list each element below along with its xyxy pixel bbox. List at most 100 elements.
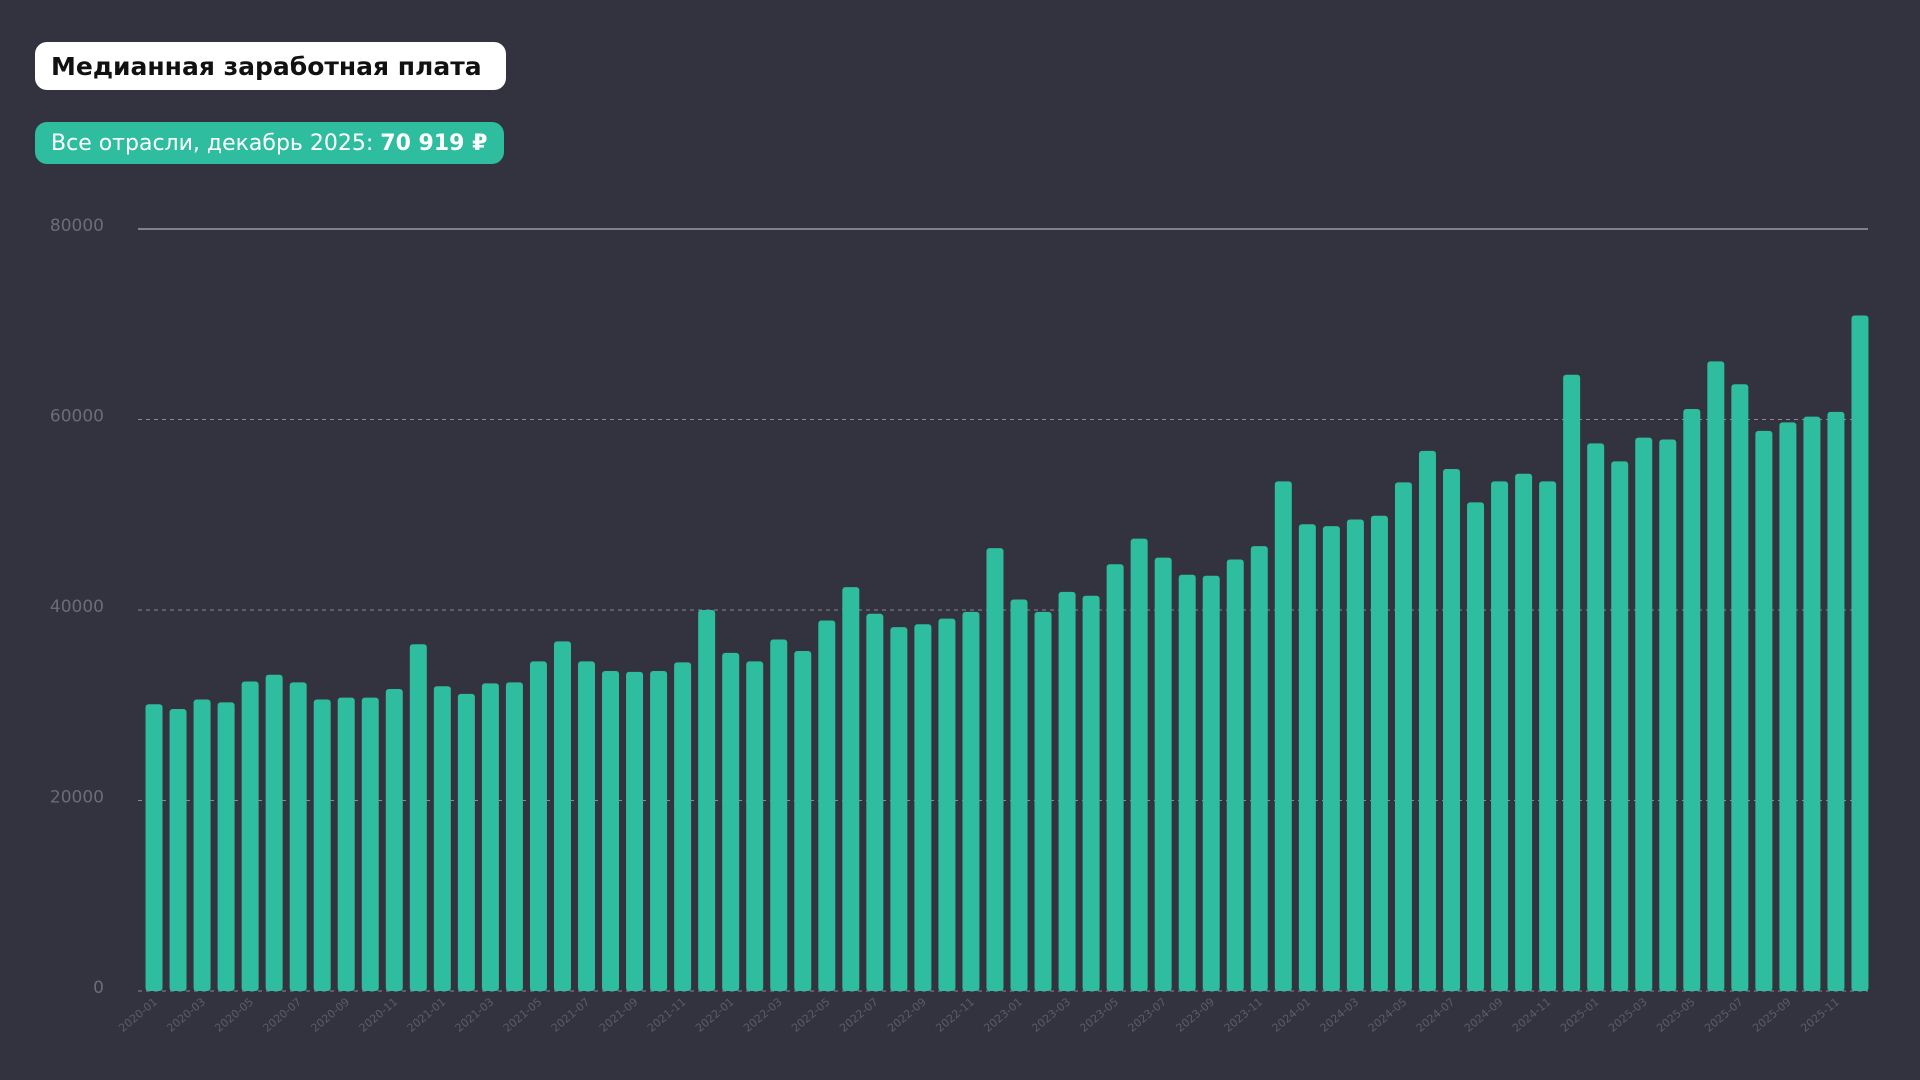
x-tick-label: 2022-01 — [693, 995, 737, 1035]
bar — [1683, 409, 1701, 992]
bar — [1563, 374, 1581, 991]
bar — [698, 610, 716, 991]
bar — [1250, 546, 1268, 991]
bar — [1755, 430, 1773, 991]
x-tick-label: 2024-05 — [1366, 995, 1410, 1035]
bar — [265, 674, 283, 991]
bar — [1298, 524, 1316, 991]
bar — [1659, 439, 1677, 991]
bar — [794, 650, 812, 991]
bar — [842, 587, 860, 991]
x-tick-label: 2022-09 — [885, 995, 929, 1035]
bar — [1467, 502, 1485, 991]
bar — [962, 611, 980, 991]
bar — [1803, 416, 1821, 992]
x-tick-label: 2022-05 — [789, 995, 833, 1035]
y-tick-label: 40000 — [50, 597, 104, 617]
bar — [1731, 384, 1749, 991]
bar — [818, 620, 836, 991]
bar — [409, 644, 427, 991]
bar — [1491, 481, 1509, 991]
bar — [1346, 519, 1364, 991]
y-tick-label: 80000 — [50, 216, 104, 236]
bar — [1202, 575, 1220, 991]
bar — [241, 681, 259, 991]
bar — [337, 697, 355, 991]
x-tick-label: 2022-11 — [933, 995, 977, 1035]
bar — [505, 682, 523, 991]
bar — [1779, 422, 1797, 991]
x-tick-label: 2020-07 — [261, 995, 305, 1035]
bar — [457, 693, 475, 991]
bar — [529, 661, 547, 991]
bar — [481, 683, 499, 991]
x-tick-label: 2025-09 — [1750, 995, 1794, 1035]
bar — [1851, 315, 1869, 991]
bar — [986, 548, 1004, 991]
bar — [578, 661, 596, 991]
bar — [1515, 473, 1533, 992]
bar — [313, 699, 331, 991]
x-tick-label: 2024-03 — [1318, 995, 1362, 1035]
bar — [553, 641, 571, 991]
x-tick-label: 2023-03 — [1029, 995, 1073, 1035]
bar — [385, 689, 403, 991]
x-tick-label: 2025-01 — [1558, 995, 1602, 1035]
bar — [1274, 481, 1292, 991]
x-tick-label: 2020-09 — [309, 995, 353, 1035]
x-tick-label: 2024-01 — [1270, 995, 1314, 1035]
x-tick-label: 2025-11 — [1798, 995, 1842, 1035]
x-tick-label: 2024-07 — [1414, 995, 1458, 1035]
bar — [674, 662, 692, 991]
x-tick-label: 2021-11 — [645, 995, 689, 1035]
bar — [722, 652, 740, 991]
bar — [289, 682, 307, 991]
bar — [1418, 450, 1436, 991]
bar — [626, 671, 644, 991]
bar — [650, 670, 668, 991]
bar — [602, 670, 620, 991]
summary-label: Все отрасли, декабрь 2025: — [51, 130, 381, 156]
bar — [1443, 469, 1461, 991]
bar — [1611, 461, 1629, 991]
bar — [1154, 557, 1172, 991]
bar — [1707, 361, 1725, 992]
x-tick-label: 2023-09 — [1174, 995, 1218, 1035]
x-tick-label: 2020-05 — [212, 995, 256, 1035]
bar — [361, 697, 379, 991]
x-tick-label: 2021-09 — [597, 995, 641, 1035]
x-tick-label: 2020-03 — [164, 995, 208, 1035]
bar — [433, 686, 451, 991]
x-tick-label: 2023-01 — [981, 995, 1025, 1035]
x-tick-label: 2021-03 — [453, 995, 497, 1035]
bar — [1058, 591, 1076, 991]
bar — [1394, 482, 1412, 991]
bar — [1010, 599, 1028, 991]
bar — [938, 618, 956, 991]
x-tick-label: 2025-03 — [1606, 995, 1650, 1035]
summary-value: 70 919 ₽ — [380, 130, 488, 156]
y-tick-label: 0 — [93, 978, 104, 998]
x-tick-label: 2021-01 — [405, 995, 449, 1035]
bar — [1034, 611, 1052, 991]
bar — [1322, 526, 1340, 991]
x-tick-label: 2022-03 — [741, 995, 785, 1035]
bar — [1106, 564, 1124, 991]
x-tick-label: 2025-07 — [1702, 995, 1746, 1035]
x-tick-label: 2023-11 — [1222, 995, 1266, 1035]
bar — [1539, 481, 1557, 991]
bar — [193, 699, 211, 991]
bar — [1178, 574, 1196, 991]
bar — [1827, 411, 1845, 991]
x-tick-label: 2023-05 — [1077, 995, 1121, 1035]
x-tick-label: 2025-05 — [1654, 995, 1698, 1035]
x-tick-label: 2022-07 — [837, 995, 881, 1035]
bar — [866, 613, 884, 991]
y-tick-label: 20000 — [50, 788, 104, 808]
x-tick-label: 2020-11 — [357, 995, 401, 1035]
bar — [914, 624, 932, 991]
x-tick-label: 2021-07 — [549, 995, 593, 1035]
bar — [746, 661, 764, 991]
chart-title: Медианная заработная плата — [35, 42, 506, 90]
